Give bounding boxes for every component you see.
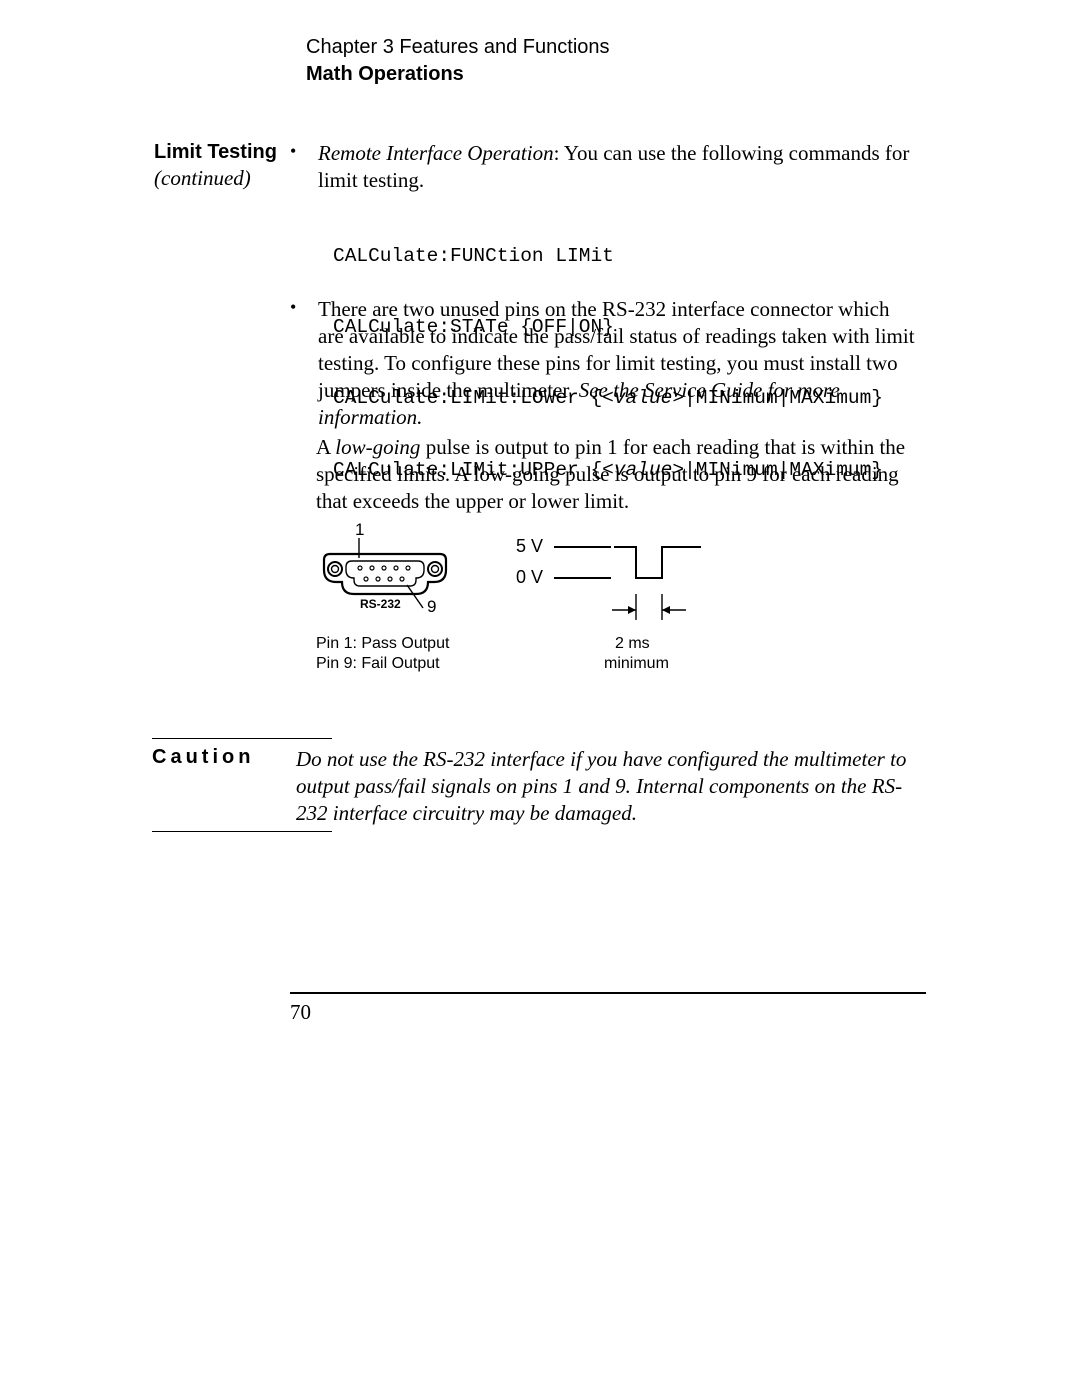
caution-text: Do not use the RS-232 interface if you h…	[296, 746, 928, 827]
paragraph-2-text: There are two unused pins on the RS-232 …	[290, 296, 920, 430]
caution-rule-top	[152, 738, 332, 739]
pin-dot	[364, 577, 368, 581]
page-header: Chapter 3 Features and Functions Math Op…	[306, 34, 610, 88]
side-title-main: Limit Testing	[154, 140, 289, 165]
pin9-number: 9	[427, 597, 436, 616]
code-line-1: CALCulate:FUNCtion LIMit	[333, 245, 883, 269]
rs232-diagram: 1 RS-232 9	[316, 520, 756, 730]
pin1-desc: Pin 1: Pass Output	[316, 635, 450, 652]
caution-rule-bottom	[152, 831, 332, 832]
para3-italic: low-going	[335, 435, 420, 459]
pin-dot	[382, 566, 386, 570]
paragraph-1-text: Remote Interface Operation: You can use …	[290, 140, 925, 195]
pin1-number: 1	[355, 520, 364, 539]
pin-dot	[376, 577, 380, 581]
page-number: 70	[290, 1000, 311, 1025]
screw-left-inner	[332, 566, 339, 573]
side-title-sub: (continued)	[154, 165, 289, 191]
v5-label: 5 V	[516, 536, 543, 556]
bullet-icon: •	[290, 140, 296, 163]
header-section: Math Operations	[306, 61, 610, 88]
pin9-desc: Pin 9: Fail Output	[316, 655, 440, 672]
pin-dot	[400, 577, 404, 581]
pin-dot	[394, 566, 398, 570]
pin-dot	[406, 566, 410, 570]
pin9-lead-line	[407, 585, 423, 608]
paragraph-low-going: A low-going pulse is output to pin 1 for…	[316, 434, 921, 515]
side-title: Limit Testing (continued)	[154, 140, 289, 191]
para1-lead: Remote Interface Operation	[318, 141, 554, 165]
arrow-left-head	[628, 606, 636, 614]
screw-right	[428, 562, 442, 576]
caution-label: Caution	[152, 746, 254, 769]
footer-rule	[290, 992, 926, 994]
arrow-right-head	[662, 606, 670, 614]
header-chapter: Chapter 3 Features and Functions	[306, 34, 610, 61]
v0-label: 0 V	[516, 567, 543, 587]
time-min: minimum	[604, 655, 669, 672]
connector-inner	[346, 561, 424, 586]
paragraph-unused-pins: • There are two unused pins on the RS-23…	[290, 296, 920, 430]
screw-left	[328, 562, 342, 576]
para3-a: A	[316, 435, 335, 459]
connector-label: RS-232	[360, 597, 401, 611]
screw-right-inner	[432, 566, 439, 573]
time-value: 2 ms	[615, 635, 650, 652]
pulse-waveform	[614, 547, 701, 578]
pin-dot	[388, 577, 392, 581]
diagram-svg: 1 RS-232 9	[316, 520, 756, 730]
pin-dot	[370, 566, 374, 570]
pin-dot	[358, 566, 362, 570]
connector-outline	[324, 554, 446, 594]
page: Chapter 3 Features and Functions Math Op…	[0, 0, 1080, 1397]
paragraph-remote-interface: • Remote Interface Operation: You can us…	[290, 140, 925, 195]
bullet-icon: •	[290, 296, 296, 319]
